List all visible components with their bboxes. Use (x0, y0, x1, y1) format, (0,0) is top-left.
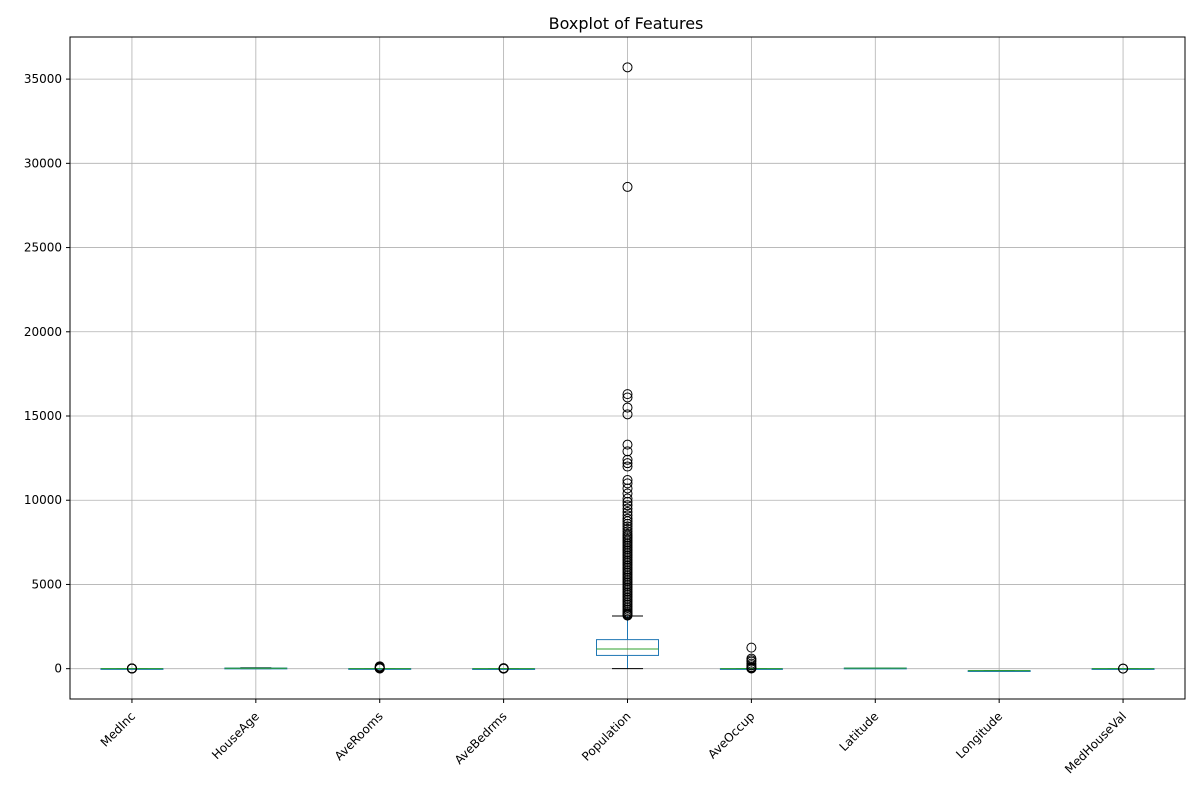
outlier-point (622, 493, 633, 504)
y-tick-label: 0 (54, 662, 62, 676)
x-tick-label: AveBedrms (452, 709, 510, 767)
outlier-point (746, 653, 757, 664)
y-tick-label: 5000 (31, 577, 62, 591)
outlier-point (622, 458, 633, 469)
box-group-HouseAge (224, 667, 288, 670)
outlier-point (622, 409, 633, 420)
box-group-AveRooms (348, 661, 412, 674)
y-tick-label: 15000 (24, 409, 62, 423)
box-group-AveBedrms (472, 663, 536, 674)
x-tick-label: MedInc (98, 709, 138, 749)
x-tick-label: Latitude (837, 709, 882, 754)
outlier-point (622, 402, 633, 413)
outlier-point (622, 496, 633, 507)
axes: 0 5000 10000 15000 20000 25000 30000 35000 MedIn… (24, 72, 1129, 776)
box (596, 639, 659, 656)
y-tick-label: 35000 (24, 72, 62, 86)
box-group-AveOccup (719, 642, 783, 674)
y-tick-label: 30000 (24, 156, 62, 170)
outlier-point (622, 488, 633, 499)
outlier-point (622, 389, 633, 400)
outlier-point (622, 526, 633, 537)
outlier-point (622, 528, 633, 539)
outlier-point (622, 181, 633, 192)
outlier-point (622, 518, 633, 529)
outlier-point (126, 663, 137, 674)
outlier-point (746, 642, 757, 653)
y-tick-label: 20000 (24, 325, 62, 339)
outlier-point (622, 439, 633, 450)
outlier-point (622, 500, 633, 511)
outlier-point (622, 523, 633, 534)
x-tick-label: AveRooms (332, 709, 386, 763)
outlier-point (622, 392, 633, 403)
x-tick-label: AveOccup (705, 709, 757, 761)
boxes (100, 62, 1155, 674)
box-group-MedHouseVal (1091, 663, 1155, 674)
chart-title: Boxplot of Features (549, 14, 704, 33)
outlier-point (498, 663, 509, 674)
outlier-point (622, 454, 633, 465)
outlier-point (622, 503, 633, 514)
outlier-point (622, 478, 633, 489)
x-tick-label: HouseAge (209, 709, 262, 762)
outlier-point (622, 507, 633, 518)
outlier-point (622, 446, 633, 457)
outlier-point (622, 521, 633, 532)
x-tick-label: Longitude (953, 709, 1005, 761)
outlier-point (622, 513, 633, 524)
outlier-point (622, 510, 633, 521)
y-tick-label: 10000 (24, 493, 62, 507)
outlier-point (622, 475, 633, 486)
box-group-Latitude (843, 667, 907, 670)
y-tick-label: 25000 (24, 241, 62, 255)
box-group-MedInc (100, 663, 164, 674)
x-tick-label: Population (579, 709, 633, 763)
outlier-point (1118, 663, 1129, 674)
outlier-point (622, 461, 633, 472)
outlier-point (622, 483, 633, 494)
x-tick-label: MedHouseVal (1062, 709, 1129, 776)
box-group-Longitude (967, 670, 1031, 672)
box-group-Population (596, 62, 659, 670)
outlier-point (374, 661, 385, 672)
outlier-point (622, 62, 633, 73)
